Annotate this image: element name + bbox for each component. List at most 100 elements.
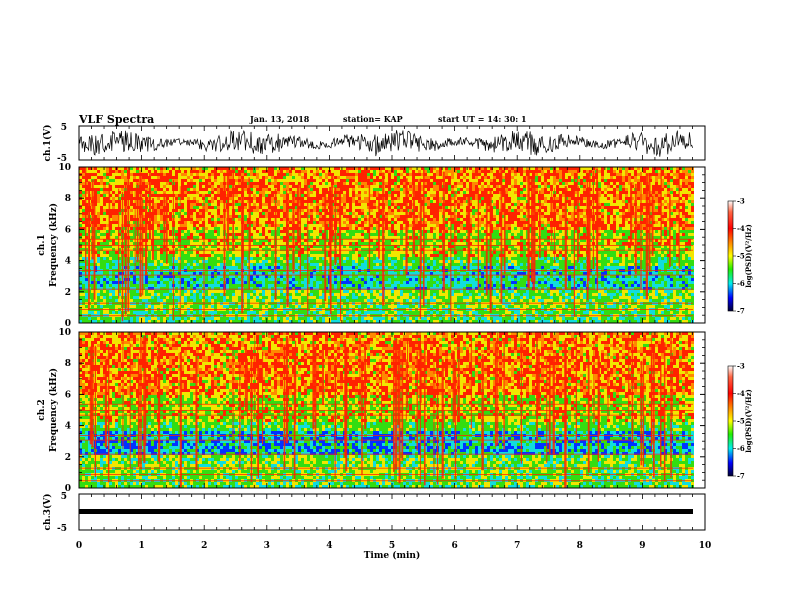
- spectrogram-cell: [256, 245, 259, 248]
- spectrogram-cell: [265, 173, 268, 176]
- spectrogram-cell: [226, 254, 229, 257]
- spectrogram-cell: [277, 194, 280, 197]
- spectrogram-cell: [157, 296, 160, 299]
- spectrogram-cell: [106, 287, 109, 290]
- spectrogram-cell: [154, 167, 157, 170]
- spectrogram-cell: [271, 266, 274, 269]
- spectrogram-cell: [100, 251, 103, 254]
- spectrogram-cell: [106, 245, 109, 248]
- spectrogram-cell: [325, 176, 328, 179]
- spectrogram-cell: [190, 194, 193, 197]
- spectrogram-cell: [220, 290, 223, 293]
- spectrogram-cell: [163, 278, 166, 281]
- spectrogram-cell: [238, 227, 241, 230]
- spectrogram-cell: [349, 284, 352, 287]
- spectrogram-cell: [211, 176, 214, 179]
- spectrogram-cell: [229, 206, 232, 209]
- spectrogram-cell: [286, 320, 289, 323]
- spectrogram-cell: [91, 167, 94, 170]
- spectrogram-cell: [121, 185, 124, 188]
- spectrogram-cell: [100, 203, 103, 206]
- spectrogram-cell: [265, 290, 268, 293]
- spectrogram-cell: [349, 233, 352, 236]
- spectrogram-cell: [94, 290, 97, 293]
- spectrogram-cell: [268, 233, 271, 236]
- spectrogram-cell: [355, 317, 358, 320]
- spectrogram-cell: [196, 233, 199, 236]
- spectrogram-cell: [319, 224, 322, 227]
- spectrogram-cell: [253, 221, 256, 224]
- spectrogram-cell: [265, 251, 268, 254]
- spectrogram-cell: [133, 188, 136, 191]
- spectrogram-cell: [358, 185, 361, 188]
- spectrogram-cell: [319, 185, 322, 188]
- spectrogram-cell: [208, 224, 211, 227]
- spectrogram-cell: [256, 272, 259, 275]
- spectrogram-cell: [85, 242, 88, 245]
- spectrogram-cell: [193, 281, 196, 284]
- spectrogram-cell: [217, 197, 220, 200]
- spectrogram-cell: [148, 248, 151, 251]
- spectrogram-cell: [154, 245, 157, 248]
- spectrogram-cell: [253, 272, 256, 275]
- spectrogram-cell: [289, 245, 292, 248]
- spectrogram-cell: [355, 173, 358, 176]
- spectrogram-cell: [349, 272, 352, 275]
- spectrogram-cell: [190, 227, 193, 230]
- spectrogram-cell: [205, 239, 208, 242]
- spectrogram-cell: [262, 233, 265, 236]
- spectrogram-cell: [196, 191, 199, 194]
- spectrogram-cell: [118, 299, 121, 302]
- spectrogram-cell: [211, 230, 214, 233]
- spectrogram-cell: [88, 176, 91, 179]
- spectrogram-cell: [319, 194, 322, 197]
- spectrogram-cell: [322, 305, 325, 308]
- spectrogram-cell: [199, 260, 202, 263]
- spectrogram-cell: [103, 182, 106, 185]
- spectrogram-cell: [235, 167, 238, 170]
- spectrogram-cell: [163, 293, 166, 296]
- spectrogram-cell: [307, 212, 310, 215]
- spectrogram-cell: [151, 320, 154, 323]
- spectrogram-cell: [160, 215, 163, 218]
- spectrogram-cell: [106, 260, 109, 263]
- spectrogram-cell: [226, 296, 229, 299]
- spectrogram-cell: [337, 290, 340, 293]
- spectrogram-cell: [148, 257, 151, 260]
- spectrogram-cell: [277, 317, 280, 320]
- spectrogram-cell: [301, 173, 304, 176]
- spectrogram-cell: [178, 182, 181, 185]
- spectrogram-cell: [214, 203, 217, 206]
- spectrogram-cell: [352, 278, 355, 281]
- spectrogram-cell: [130, 221, 133, 224]
- spectrogram-cell: [313, 287, 316, 290]
- spectrogram-cell: [139, 320, 142, 323]
- spectrogram-cell: [319, 179, 322, 182]
- spectrogram-cell: [229, 239, 232, 242]
- spectrogram-cell: [259, 254, 262, 257]
- spectrogram-cell: [268, 215, 271, 218]
- spectrogram-cell: [85, 179, 88, 182]
- spectrogram-cell: [325, 311, 328, 314]
- spectrogram-cell: [271, 287, 274, 290]
- spectrogram-cell: [178, 194, 181, 197]
- spectrogram-cell: [316, 194, 319, 197]
- spectrogram-cell: [94, 191, 97, 194]
- spectrogram-cell: [85, 236, 88, 239]
- spectrogram-cell: [85, 290, 88, 293]
- spectrogram-cell: [160, 173, 163, 176]
- spectrogram-cell: [118, 311, 121, 314]
- spectrogram-cell: [274, 320, 277, 323]
- spectrogram-cell: [277, 170, 280, 173]
- spectrogram-cell: [115, 284, 118, 287]
- spectrogram-cell: [196, 239, 199, 242]
- spectrogram-cell: [310, 182, 313, 185]
- spectrogram-cell: [106, 236, 109, 239]
- spectrogram-cell: [313, 254, 316, 257]
- spectrogram-cell: [352, 263, 355, 266]
- spectrogram-cell: [283, 194, 286, 197]
- spectrogram-cell: [244, 248, 247, 251]
- spectrogram-cell: [103, 230, 106, 233]
- spectrogram-cell: [112, 176, 115, 179]
- spectrogram-cell: [307, 203, 310, 206]
